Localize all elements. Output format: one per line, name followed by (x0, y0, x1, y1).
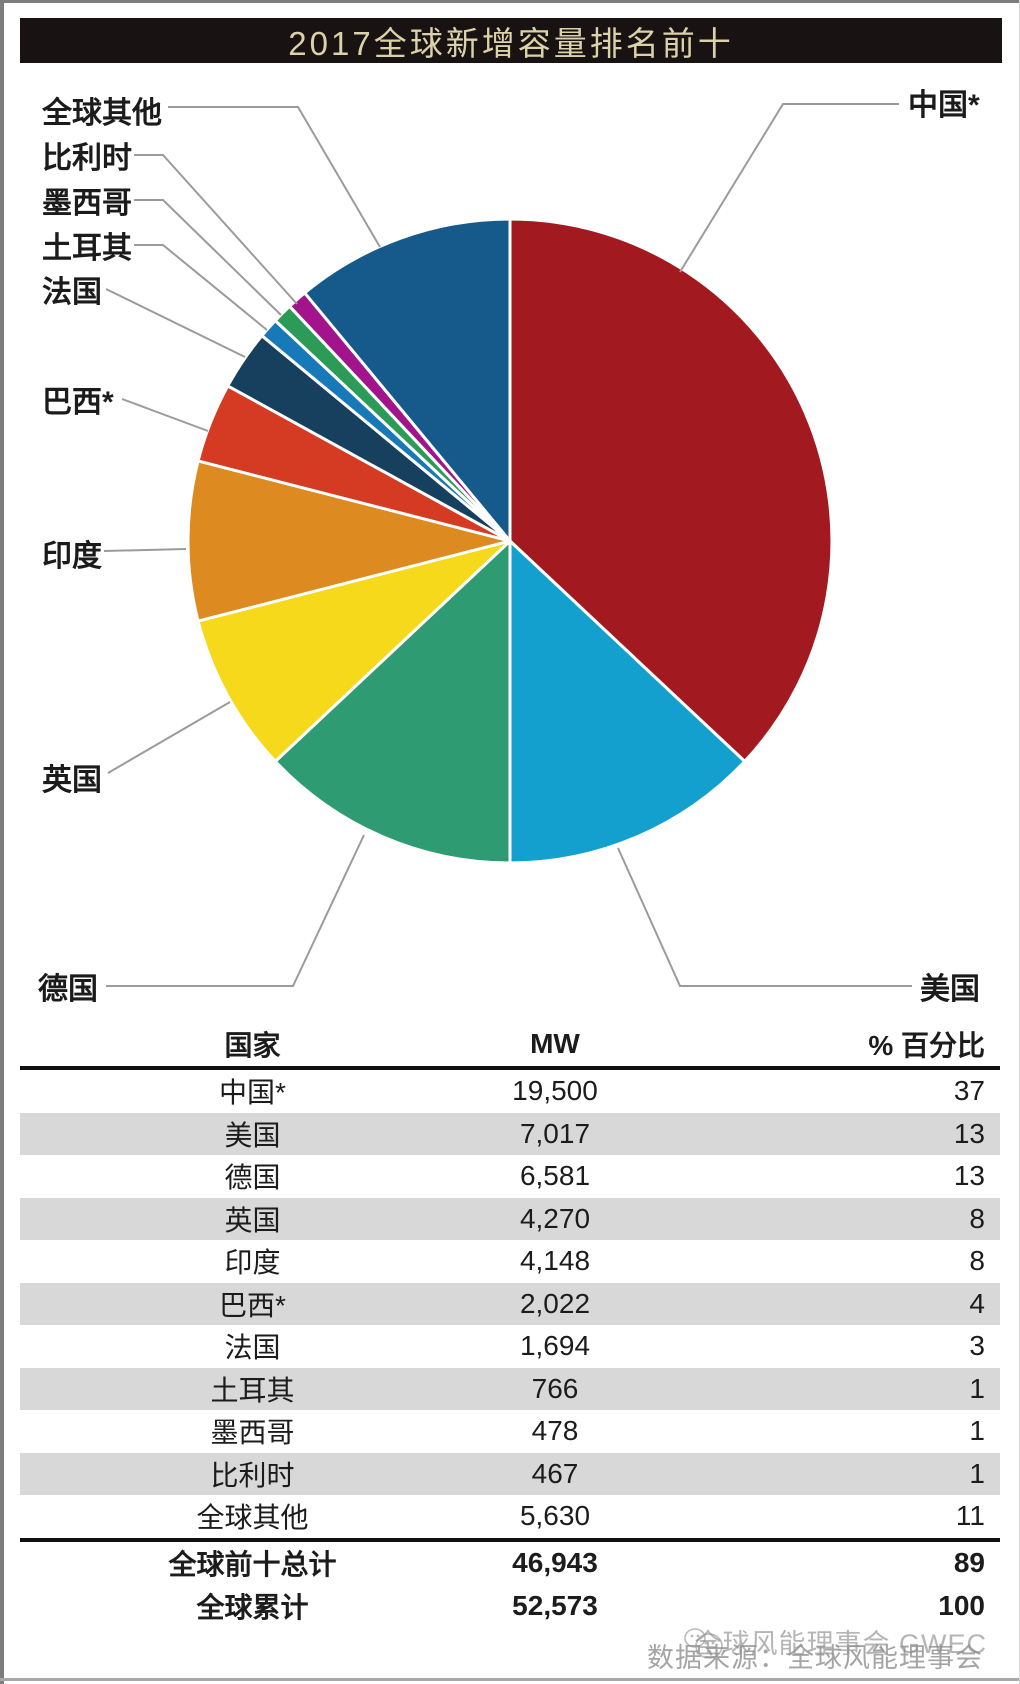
cell-total-percent: 100 (938, 1590, 985, 1621)
pie-label-8: 土耳其 (42, 232, 132, 265)
pie-slice-4 (196, 539, 512, 763)
pie-slice-3 (273, 539, 512, 865)
capacity-table: 国家 MW% 百分比 中国* 19,500 37 美国 7,017 13 德国 6,581 13 英… (20, 1022, 1000, 1628)
cell-mw: 6,581 (519, 1160, 591, 1192)
pie-label-3: 德国 (38, 973, 98, 1006)
watermark: 全球风能理事会 GWEC 数据来源：全球风能理事会 (0, 1612, 1020, 1673)
leader-line-5 (103, 548, 187, 552)
cell-mw: 7,017 (519, 1117, 591, 1149)
cell-mw: 766 (531, 1372, 579, 1404)
cell-total-mw: 46,943 (512, 1547, 598, 1578)
cell-country: 巴西* (219, 1289, 286, 1321)
cell-country: 印度 (224, 1247, 281, 1279)
table-row-6: 巴西* 2,022 4 (20, 1282, 1000, 1325)
table-header-row: 国家 MW % 百分比 (20, 1022, 1000, 1066)
leader-line-8 (134, 244, 268, 331)
table-row-10: 比利时 467 1 (20, 1452, 1000, 1495)
cell-mw: 467 (531, 1457, 579, 1489)
cell-country: 比利时 (210, 1459, 295, 1491)
column-header-2: MW (530, 1028, 580, 1059)
cell-percent: 8 (969, 1202, 985, 1234)
table-row-11: 全球其他 5,630 11 (20, 1495, 1000, 1538)
cell-percent: 8 (969, 1245, 985, 1277)
page-title: 2017全球新增容量排名前十 (288, 24, 734, 62)
frame-edge-left (0, 0, 4, 1684)
table-row-2: 美国 7,017 13 (20, 1112, 1000, 1155)
leader-line-10 (134, 154, 298, 305)
cell-percent: 13 (953, 1117, 985, 1149)
pie-label-4: 英国 (42, 764, 102, 797)
title-bar: 2017全球新增容量排名前十 (20, 18, 1002, 63)
leader-line-6 (121, 398, 209, 432)
cell-country: 法国 (224, 1332, 281, 1364)
pie-slice-2 (508, 539, 747, 865)
frame-edge-top (0, 0, 1020, 3)
leader-line-7 (105, 288, 246, 358)
cell-mw: 5,630 (519, 1500, 591, 1532)
table-row-9: 墨西哥 478 1 (20, 1410, 1000, 1453)
cell-mw: 19,500 (512, 1075, 598, 1107)
pie-chart (103, 103, 912, 987)
pie-label-7: 法国 (42, 276, 102, 309)
cell-mw: 4,270 (519, 1202, 591, 1234)
cell-total-percent: 89 (953, 1547, 985, 1578)
table-row-4: 英国 4,270 8 (20, 1197, 1000, 1240)
pie-slice-5 (186, 459, 512, 623)
pie-label-6: 巴西* (42, 386, 114, 419)
table-row-7: 法国 1,694 3 (20, 1325, 1000, 1368)
cell-total-label: 全球前十总计 (168, 1549, 337, 1580)
cell-percent: 4 (969, 1287, 985, 1319)
cell-percent: 3 (969, 1330, 985, 1362)
cell-country: 德国 (224, 1162, 281, 1194)
leader-line-11 (168, 106, 381, 248)
cell-country: 墨西哥 (210, 1417, 295, 1449)
cell-country: 美国 (224, 1119, 281, 1151)
leader-line-2 (617, 847, 912, 987)
cell-country: 英国 (224, 1204, 281, 1236)
pie-label-9: 墨西哥 (42, 187, 132, 220)
watermark-gwec: 全球风能理事会 GWEC (694, 1629, 987, 1659)
column-header-3: % 百分比 (868, 1030, 985, 1061)
pie-slice-11 (303, 217, 512, 543)
cell-mw: 2,022 (519, 1287, 591, 1319)
cell-total-label: 全球累计 (196, 1592, 309, 1623)
totals-row-1: 全球前十总计 46,943 89 (20, 1542, 1000, 1585)
leader-line-4 (107, 701, 231, 774)
cell-percent: 37 (953, 1075, 985, 1107)
leader-line-1 (679, 103, 899, 273)
cell-country: 中国* (219, 1077, 286, 1109)
cell-mw: 1,694 (519, 1330, 591, 1362)
cell-percent: 1 (969, 1372, 985, 1404)
leader-line-9 (134, 199, 282, 316)
gwec-logo-icon (684, 1628, 723, 1659)
cell-percent: 1 (969, 1415, 985, 1447)
cell-mw: 478 (531, 1415, 579, 1447)
pie-label-10: 比利时 (42, 142, 132, 175)
totals-row-2: 全球累计 52,573 100 (20, 1585, 1000, 1628)
watermark-source: 数据来源：全球风能理事会 (647, 1643, 983, 1673)
cell-percent: 13 (953, 1160, 985, 1192)
pie-label-2: 美国 (920, 973, 980, 1006)
table-row-3: 德国 6,581 13 (20, 1155, 1000, 1198)
table-row-8: 土耳其 766 1 (20, 1367, 1000, 1410)
frame-edge-bottom (0, 1678, 1020, 1681)
table-row-1: 中国* 19,500 37 (20, 1070, 1000, 1113)
cell-total-mw: 52,573 (512, 1590, 598, 1621)
cell-country: 全球其他 (196, 1502, 309, 1534)
pie-label-11: 全球其他 (42, 97, 162, 130)
pie-slice-1 (508, 217, 834, 763)
cell-country: 土耳其 (210, 1374, 295, 1406)
cell-percent: 1 (969, 1457, 985, 1489)
pie-label-1: 中国* (908, 89, 980, 122)
cell-percent: 11 (955, 1500, 985, 1532)
table-row-5: 印度 4,148 8 (20, 1240, 1000, 1283)
table-header: 国家 MW % 百分比 (20, 1022, 1000, 1070)
table-body: 中国* 19,500 37 美国 7,017 13 德国 6,581 13 英国 4,270 8 印度 4… (20, 1070, 1000, 1538)
pie-label-5: 印度 (42, 540, 102, 573)
column-header-1: 国家 (224, 1030, 281, 1061)
cell-mw: 4,148 (519, 1245, 591, 1277)
table-totals: 全球前十总计 46,943 89 全球累计 52,573 100 (20, 1537, 1000, 1628)
leader-line-3 (106, 834, 365, 987)
